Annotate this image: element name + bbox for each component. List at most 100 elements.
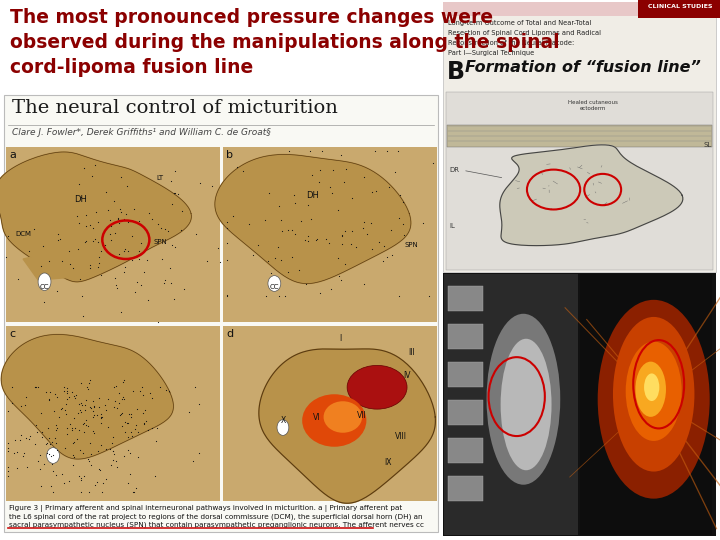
Point — [75, 406, 86, 415]
Point — [96, 412, 107, 421]
Point — [90, 234, 102, 243]
Point — [304, 146, 315, 155]
Point — [395, 191, 406, 200]
Point — [39, 460, 50, 468]
Point — [78, 418, 90, 427]
Point — [118, 247, 130, 256]
Point — [111, 284, 122, 292]
Text: III: III — [408, 348, 415, 357]
Point — [276, 256, 287, 265]
Point — [37, 433, 48, 442]
Point — [262, 257, 274, 266]
Point — [114, 389, 125, 397]
Point — [44, 394, 55, 403]
Point — [132, 452, 144, 461]
Point — [384, 226, 396, 234]
Text: The neural control of micturition: The neural control of micturition — [12, 99, 338, 117]
Point — [43, 256, 55, 265]
Point — [108, 197, 120, 206]
Point — [176, 226, 187, 234]
Point — [222, 224, 233, 232]
Point — [366, 244, 378, 253]
Point — [238, 167, 249, 176]
Point — [127, 232, 138, 240]
Point — [53, 413, 64, 421]
Point — [381, 146, 392, 155]
Point — [169, 189, 181, 198]
Point — [119, 263, 130, 272]
Point — [43, 434, 55, 442]
Point — [55, 405, 67, 414]
Point — [120, 245, 131, 253]
Point — [88, 402, 99, 410]
Point — [68, 264, 79, 272]
Text: CLINICAL STUDIES: CLINICAL STUDIES — [647, 4, 712, 9]
Text: I: I — [340, 334, 342, 343]
Point — [23, 247, 35, 256]
Point — [73, 400, 85, 408]
Text: IX: IX — [384, 458, 392, 467]
Point — [274, 292, 285, 300]
Point — [58, 479, 70, 488]
Point — [35, 464, 46, 473]
Point — [116, 208, 127, 217]
Point — [87, 236, 99, 245]
Point — [112, 214, 123, 223]
Point — [138, 391, 149, 400]
Point — [50, 438, 62, 447]
Point — [51, 287, 63, 296]
Point — [358, 280, 369, 289]
Bar — [443, 2, 716, 272]
Point — [159, 225, 171, 234]
Point — [145, 394, 157, 402]
Point — [108, 403, 120, 411]
Point — [84, 402, 96, 411]
Point — [68, 392, 80, 401]
Point — [98, 478, 109, 487]
Point — [163, 386, 175, 395]
Point — [165, 177, 176, 185]
Point — [73, 472, 85, 481]
Point — [104, 445, 116, 454]
Point — [231, 163, 243, 171]
Point — [107, 447, 118, 455]
Bar — [4, 95, 438, 532]
Point — [59, 444, 71, 453]
Point — [35, 262, 47, 271]
Point — [83, 456, 94, 465]
Point — [2, 438, 14, 447]
Point — [64, 260, 76, 268]
Point — [206, 181, 217, 190]
Point — [158, 278, 170, 287]
Point — [103, 395, 114, 404]
Point — [48, 467, 59, 475]
Point — [124, 470, 135, 478]
Point — [132, 405, 143, 414]
Text: X: X — [280, 416, 286, 425]
Point — [341, 165, 352, 174]
Point — [89, 481, 101, 489]
Point — [78, 472, 89, 481]
Point — [58, 387, 70, 395]
Point — [114, 409, 126, 418]
Point — [40, 387, 52, 396]
Point — [78, 164, 89, 172]
Point — [170, 167, 181, 176]
Point — [335, 150, 346, 159]
Point — [127, 387, 138, 396]
Point — [294, 217, 306, 225]
Text: CC: CC — [40, 284, 49, 290]
Ellipse shape — [613, 317, 694, 471]
Point — [35, 408, 47, 417]
Point — [92, 218, 104, 226]
Point — [18, 449, 30, 457]
Text: Long-term Outcome of Total and Near-Total: Long-term Outcome of Total and Near-Tota… — [448, 20, 591, 26]
Point — [110, 281, 122, 289]
Point — [89, 160, 101, 169]
Point — [49, 390, 60, 399]
Point — [140, 406, 151, 415]
Point — [77, 449, 89, 457]
Point — [41, 439, 53, 448]
Point — [137, 383, 148, 392]
Point — [323, 239, 335, 247]
